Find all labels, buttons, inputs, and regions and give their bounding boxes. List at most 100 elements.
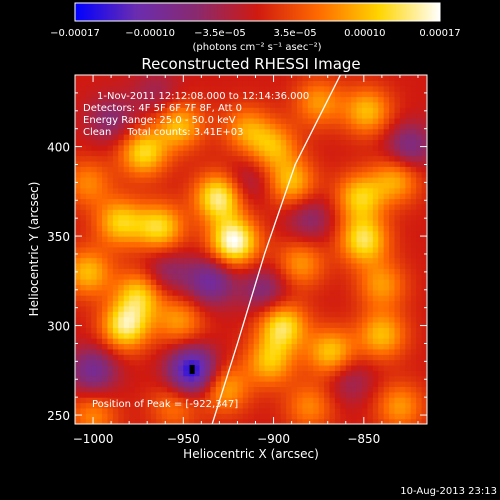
heatmap-cell [334,150,341,157]
heatmap-cell [139,418,146,424]
heatmap-cell [183,155,190,162]
heatmap-cell [80,112,87,119]
heatmap-cell [232,150,239,157]
heatmap-cell [367,300,374,307]
heatmap-cell [383,295,390,302]
heatmap-cell [356,300,363,307]
colorbar-tick-label: 0.00010 [344,28,385,39]
heatmap-cell [416,123,423,130]
heatmap-cell [421,332,427,339]
heatmap-cell [150,182,157,189]
heatmap-cell [378,305,385,312]
heatmap-cell [150,123,157,130]
heatmap-cell [356,332,363,339]
heatmap-cell [75,123,82,130]
heatmap-cell [334,327,341,334]
heatmap-cell [75,241,82,248]
heatmap-cell [107,101,114,108]
heatmap-cell [362,160,369,167]
heatmap-cell [221,230,228,237]
heatmap-cell [297,182,304,189]
heatmap-cell [318,370,325,377]
heatmap-cell [410,300,417,307]
heatmap-cell [237,407,244,414]
heatmap-cell [156,75,163,81]
heatmap-cell [416,193,423,200]
heatmap-cell [161,203,168,210]
heatmap-cell [107,246,114,253]
heatmap-cell [329,343,336,350]
heatmap-cell [334,305,341,312]
heatmap-cell [367,107,374,114]
heatmap-cell [167,316,174,323]
heatmap-cell [242,198,249,205]
heatmap-cell [280,257,287,264]
heatmap-cell [194,177,201,183]
heatmap-cell [313,101,320,108]
heatmap-cell [123,75,130,81]
heatmap-cell [91,407,98,414]
heatmap-cell [334,85,341,92]
heatmap-cell [351,230,358,237]
heatmap-cell [264,332,271,339]
heatmap-cell [221,305,228,312]
heatmap-cell [383,198,390,205]
heatmap-cell [221,386,228,393]
heatmap-cell [210,139,217,146]
heatmap-cell [286,85,293,92]
heatmap-cell [167,375,174,382]
heatmap-cell [297,91,304,98]
heatmap-cell [264,257,271,264]
heatmap-cell [123,166,130,173]
heatmap-cell [167,123,174,130]
heatmap-cell [421,279,427,285]
heatmap-cell [269,241,276,248]
heatmap-cell [188,311,195,318]
heatmap-cell [324,160,331,167]
heatmap-cell [351,91,358,98]
heatmap-cell [367,171,374,178]
heatmap-cell [161,123,168,130]
heatmap-cell [291,219,298,226]
heatmap-cell [307,193,314,200]
heatmap-cell [80,402,87,409]
heatmap-cell [85,91,92,98]
heatmap-cell [161,171,168,178]
heatmap-cell [399,209,406,216]
heatmap-cell [199,284,206,291]
heatmap-cell [129,370,136,377]
heatmap-cell [248,107,255,114]
heatmap-cell [150,327,157,334]
heatmap-cell [334,155,341,162]
heatmap-cell [302,338,309,345]
heatmap-cell [112,257,119,264]
heatmap-cell [286,375,293,382]
heatmap-cell [161,91,168,98]
heatmap-cell [269,311,276,318]
heatmap-cell [226,96,233,103]
heatmap-cell [194,279,201,285]
heatmap-cell [372,268,379,275]
heatmap-cell [118,225,125,232]
heatmap-cell [421,295,427,302]
heatmap-cell [199,418,206,424]
heatmap-cell [291,354,298,361]
heatmap-cell [297,117,304,124]
heatmap-cell [199,375,206,382]
heatmap-cell [318,246,325,253]
heatmap-cell [318,209,325,216]
heatmap-cell [394,209,401,216]
heatmap-cell [345,327,352,334]
heatmap-cell [372,177,379,183]
heatmap-cell [280,134,287,141]
heatmap-cell [334,407,341,414]
heatmap-cell [118,375,125,382]
heatmap-cell [416,364,423,371]
heatmap-cell [242,273,249,280]
heatmap-cell [280,343,287,350]
heatmap-cell [145,101,152,108]
heatmap-cell [167,295,174,302]
heatmap-cell [378,418,385,424]
heatmap-cell [345,177,352,183]
heatmap-cell [340,391,347,398]
